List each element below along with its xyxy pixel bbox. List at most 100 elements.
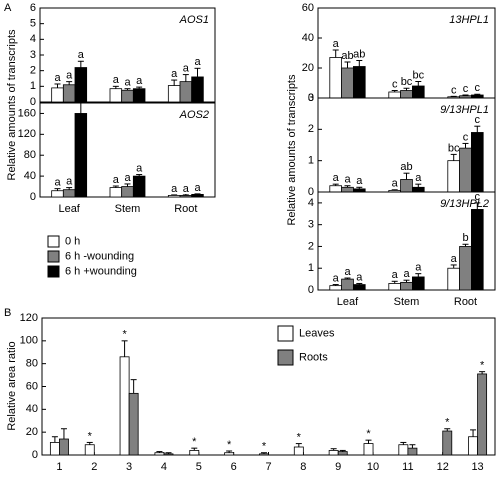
bar	[388, 283, 401, 291]
bar	[398, 444, 409, 456]
significance-label: c	[463, 83, 469, 95]
bar	[119, 356, 130, 456]
significance-label: a	[194, 56, 201, 68]
x-tick-label: 1	[56, 461, 62, 473]
significance-label: a	[66, 70, 73, 82]
significance-label: *	[262, 441, 267, 453]
bar	[477, 373, 488, 456]
subplot-title: 13HPL1	[449, 14, 489, 26]
bar	[329, 185, 342, 193]
significance-label: ab	[400, 161, 412, 173]
bar	[74, 113, 88, 198]
subplot-title: 9/13HPL2	[440, 198, 489, 210]
bar	[468, 436, 478, 456]
bar	[337, 451, 348, 456]
significance-label: a	[136, 75, 143, 87]
significance-label: a	[333, 272, 340, 284]
y-tick-label: 40	[24, 170, 36, 182]
x-tick-label: Stem	[115, 203, 141, 215]
bar	[59, 438, 69, 456]
legend-label: Leaves	[299, 327, 335, 339]
y-tick-label: 2	[30, 65, 36, 77]
panel-label: A	[4, 2, 12, 14]
y-tick-label: 0	[30, 191, 36, 203]
y-axis-label: Relative amounts of transcripts	[286, 74, 298, 226]
x-tick-label: 9	[335, 461, 341, 473]
bar	[62, 84, 76, 103]
significance-label: c	[392, 78, 398, 90]
significance-label: *	[480, 360, 485, 372]
bar	[407, 447, 418, 456]
bar	[447, 267, 460, 291]
y-tick-label: 1	[308, 262, 314, 274]
plot-frame	[41, 317, 496, 456]
significance-label: *	[88, 430, 93, 442]
x-tick-label: 13	[471, 461, 483, 473]
significance-label: a	[333, 38, 340, 50]
bar	[470, 209, 484, 291]
significance-label: a	[66, 176, 73, 188]
significance-label: ab	[341, 50, 353, 62]
bar	[328, 450, 339, 456]
bar	[154, 452, 165, 456]
y-tick-label: 0	[308, 92, 314, 104]
significance-label: a	[183, 183, 190, 195]
bar	[400, 281, 413, 291]
y-tick-label: 1	[30, 80, 36, 92]
y-tick-label: 120	[18, 128, 36, 140]
y-tick-label: 4	[30, 33, 36, 45]
bar	[447, 160, 460, 193]
bar	[121, 89, 134, 103]
significance-label: *	[227, 439, 232, 451]
bar	[400, 90, 413, 99]
y-tick-label: 0	[30, 96, 36, 108]
bar	[179, 195, 193, 198]
y-tick-label: 80	[24, 149, 36, 161]
bar	[341, 186, 354, 193]
y-tick-label: 40	[26, 403, 38, 415]
significance-label: a	[392, 269, 399, 281]
bar	[167, 195, 181, 198]
significance-label: a	[113, 174, 120, 186]
y-tick-label: 4	[308, 197, 314, 209]
significance-label: a	[344, 174, 351, 186]
bar	[191, 76, 204, 103]
legend-label: 0 h	[65, 235, 80, 247]
y-tick-label: 40	[302, 32, 314, 44]
y-axis-label: Relative area ratio	[6, 341, 18, 430]
significance-label: a	[194, 182, 201, 194]
bar	[51, 87, 64, 103]
x-tick-label: 6	[231, 461, 237, 473]
significance-label: b	[462, 232, 468, 244]
bar	[84, 444, 95, 456]
significance-label: b	[78, 91, 84, 103]
significance-label: *	[366, 428, 371, 440]
significance-label: *	[192, 436, 197, 448]
significance-label: bc	[448, 142, 460, 154]
legend-swatch	[47, 235, 60, 248]
significance-label: a	[171, 183, 178, 195]
bar	[167, 85, 181, 103]
x-tick-label: 7	[265, 461, 271, 473]
y-tick-label: 1	[308, 155, 314, 167]
bar	[341, 67, 354, 99]
y-tick-label: 120	[20, 312, 38, 324]
bar	[329, 285, 342, 291]
y-tick-label: 2	[308, 123, 314, 135]
bar	[411, 276, 425, 291]
bar	[411, 186, 425, 193]
x-tick-label: 11	[402, 461, 413, 473]
y-tick-label: 100	[20, 335, 38, 347]
significance-label: a	[171, 68, 178, 80]
significance-label: bc	[412, 69, 424, 81]
significance-label: c	[475, 114, 481, 126]
significance-label: a	[403, 268, 410, 280]
x-tick-label: 2	[91, 461, 97, 473]
significance-label: a	[113, 74, 120, 86]
legend-swatch	[277, 349, 294, 366]
bar	[329, 57, 342, 99]
significance-label: bc	[401, 76, 413, 88]
bar	[442, 430, 453, 456]
significance-label: a	[415, 172, 422, 184]
bar	[132, 88, 146, 103]
